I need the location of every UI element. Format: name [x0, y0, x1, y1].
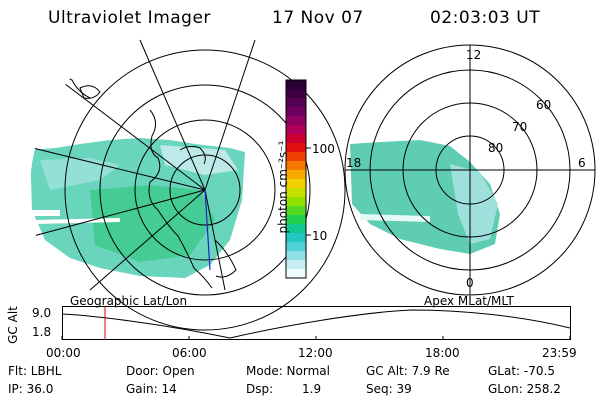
status-gain: Gain: 14: [126, 382, 177, 396]
geographic-map: [30, 39, 346, 331]
mlt-label-12: 12: [466, 48, 482, 62]
polar-panel-label: Apex MLat/MLT: [424, 294, 514, 308]
time-tick-1: 06:00: [172, 346, 207, 360]
time-tick-3: 18:00: [425, 346, 460, 360]
colorbar-cell: [286, 116, 306, 126]
colorbar-cell: [286, 179, 306, 189]
colorbar-cell: [286, 197, 306, 207]
colorbar-cell: [286, 143, 306, 153]
status-glat: GLat: -70.5: [488, 364, 555, 378]
colorbar-cell: [286, 251, 306, 261]
status-ip: IP: 36.0: [8, 382, 54, 396]
colorbar-cell: [286, 206, 306, 216]
altitude-tick-max: 9.0: [32, 306, 52, 320]
instrument-title: Ultraviolet Imager: [48, 8, 211, 28]
status-dsp-value: 1.9: [302, 382, 322, 396]
colorbar-cell: [286, 170, 306, 180]
colorbar-tick-100: 100: [312, 142, 335, 156]
geographic-panel-label: Geographic Lat/Lon: [70, 294, 188, 308]
status-gc-alt: GC Alt: 7.9 Re: [366, 364, 450, 378]
date-label: 17 Nov 07: [272, 8, 364, 28]
colorbar-cell: [286, 98, 306, 108]
status-seq: Seq: 39: [366, 382, 412, 396]
status-door: Door: Open: [126, 364, 195, 378]
colorbar: [285, 79, 311, 279]
altitude-axis-label: GC Alt: [5, 306, 20, 344]
time-tick-0: 00:00: [46, 346, 81, 360]
mlat-label-70: 70: [512, 120, 528, 134]
colorbar-cell: [286, 224, 306, 234]
track-line: [204, 189, 211, 271]
altitude-strip: [61, 306, 571, 340]
mlat-label-80: 80: [488, 141, 504, 155]
mlt-label-18: 18: [346, 156, 362, 170]
mlt-label-6: 6: [578, 156, 586, 170]
colorbar-cell: [286, 215, 306, 225]
colorbar-cell: [286, 107, 306, 117]
colorbar-unit-label: photon cm⁻²s⁻¹: [276, 140, 290, 234]
polar-plot: [344, 44, 596, 296]
colorbar-tick-10: 10: [312, 229, 328, 243]
time-tick-2: 12:00: [298, 346, 333, 360]
colorbar-cell: [286, 89, 306, 99]
colorbar-cell: [286, 269, 306, 279]
colorbar-cell: [286, 242, 306, 252]
colorbar-cell: [286, 134, 306, 144]
colorbar-cell: [286, 233, 306, 243]
altitude-curve: [61, 309, 571, 339]
status-dsp-label: Dsp:: [246, 382, 274, 396]
coastline: [148, 109, 213, 289]
status-flt: Flt: LBHL: [8, 364, 62, 378]
time-label: 02:03:03 UT: [430, 8, 541, 28]
colorbar-cell: [286, 80, 306, 90]
altitude-tick-min: 1.8: [32, 325, 52, 339]
colorbar-cell: [286, 188, 306, 198]
colorbar-cell: [286, 161, 306, 171]
mlat-label-60: 60: [536, 98, 552, 112]
colorbar-cell: [286, 260, 306, 270]
time-tick-4: 23:59: [542, 346, 577, 360]
colorbar-cell: [286, 125, 306, 135]
status-mode: Mode: Normal: [246, 364, 330, 378]
mlt-label-0: 0: [466, 276, 474, 290]
colorbar-cell: [286, 152, 306, 162]
status-glon: GLon: 258.2: [488, 382, 561, 396]
